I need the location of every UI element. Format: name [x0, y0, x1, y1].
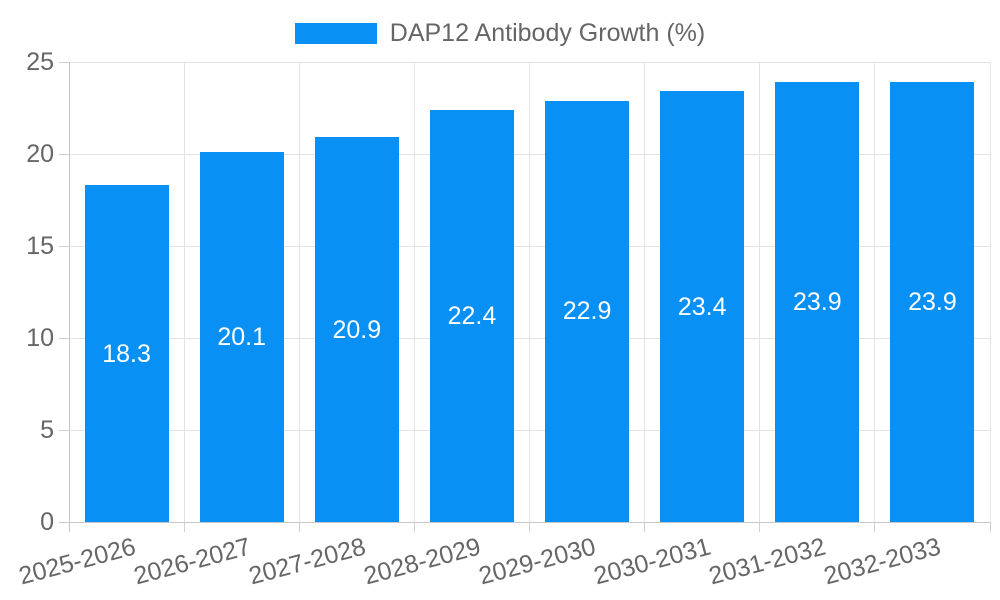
- bar-value-label: 23.4: [677, 292, 727, 321]
- x-grid-line: [874, 62, 876, 522]
- x-tick-mark: [413, 522, 415, 532]
- x-grid-line: [759, 62, 761, 522]
- bar: [314, 137, 399, 522]
- y-tick-mark: [59, 61, 69, 63]
- bar-value-label: 22.4: [447, 301, 497, 330]
- y-tick-label: 15: [26, 232, 54, 260]
- x-grid-line: [989, 62, 991, 522]
- x-tick-mark: [529, 522, 530, 532]
- bar-value-label: 23.9: [792, 288, 842, 317]
- bar: [890, 82, 975, 522]
- bar-value-label: 22.9: [562, 297, 612, 326]
- x-grid-line: [298, 62, 300, 522]
- bar-value-label: 23.9: [908, 288, 957, 317]
- y-tick-mark: [59, 153, 69, 155]
- y-tick-mark: [59, 337, 69, 339]
- x-grid-line: [644, 62, 646, 522]
- y-tick-mark: [59, 429, 69, 431]
- x-tick-mark: [183, 522, 185, 532]
- bar: [660, 91, 745, 522]
- bar: [199, 152, 284, 522]
- y-tick-label: 0: [40, 508, 54, 536]
- bar: [545, 100, 630, 522]
- x-tick-mark: [644, 522, 646, 532]
- bar: [775, 82, 860, 522]
- y-tick-mark: [59, 245, 69, 247]
- bar: [84, 185, 169, 522]
- chart-legend[interactable]: DAP12 Antibody Growth (%): [0, 18, 1000, 48]
- y-tick-label: 25: [26, 48, 54, 76]
- x-axis-line: [59, 521, 990, 523]
- legend-label[interactable]: DAP12 Antibody Growth (%): [389, 19, 706, 47]
- y-tick-label: 10: [26, 324, 54, 352]
- x-tick-mark: [298, 522, 300, 532]
- x-grid-line: [183, 62, 185, 522]
- x-grid-line: [529, 62, 530, 522]
- x-grid-line: [413, 62, 415, 522]
- y-tick-label: 5: [40, 416, 54, 444]
- bar-value-label: 20.1: [217, 323, 267, 352]
- bar-value-label: 18.3: [102, 339, 151, 368]
- bar: [429, 109, 514, 522]
- legend-swatch[interactable]: [294, 22, 377, 44]
- y-axis-line: [68, 62, 70, 532]
- x-tick-mark: [989, 522, 991, 532]
- y-tick-label: 20: [26, 140, 54, 168]
- x-tick-mark: [759, 522, 761, 532]
- bar-value-label: 20.9: [332, 315, 382, 344]
- x-tick-mark: [874, 522, 876, 532]
